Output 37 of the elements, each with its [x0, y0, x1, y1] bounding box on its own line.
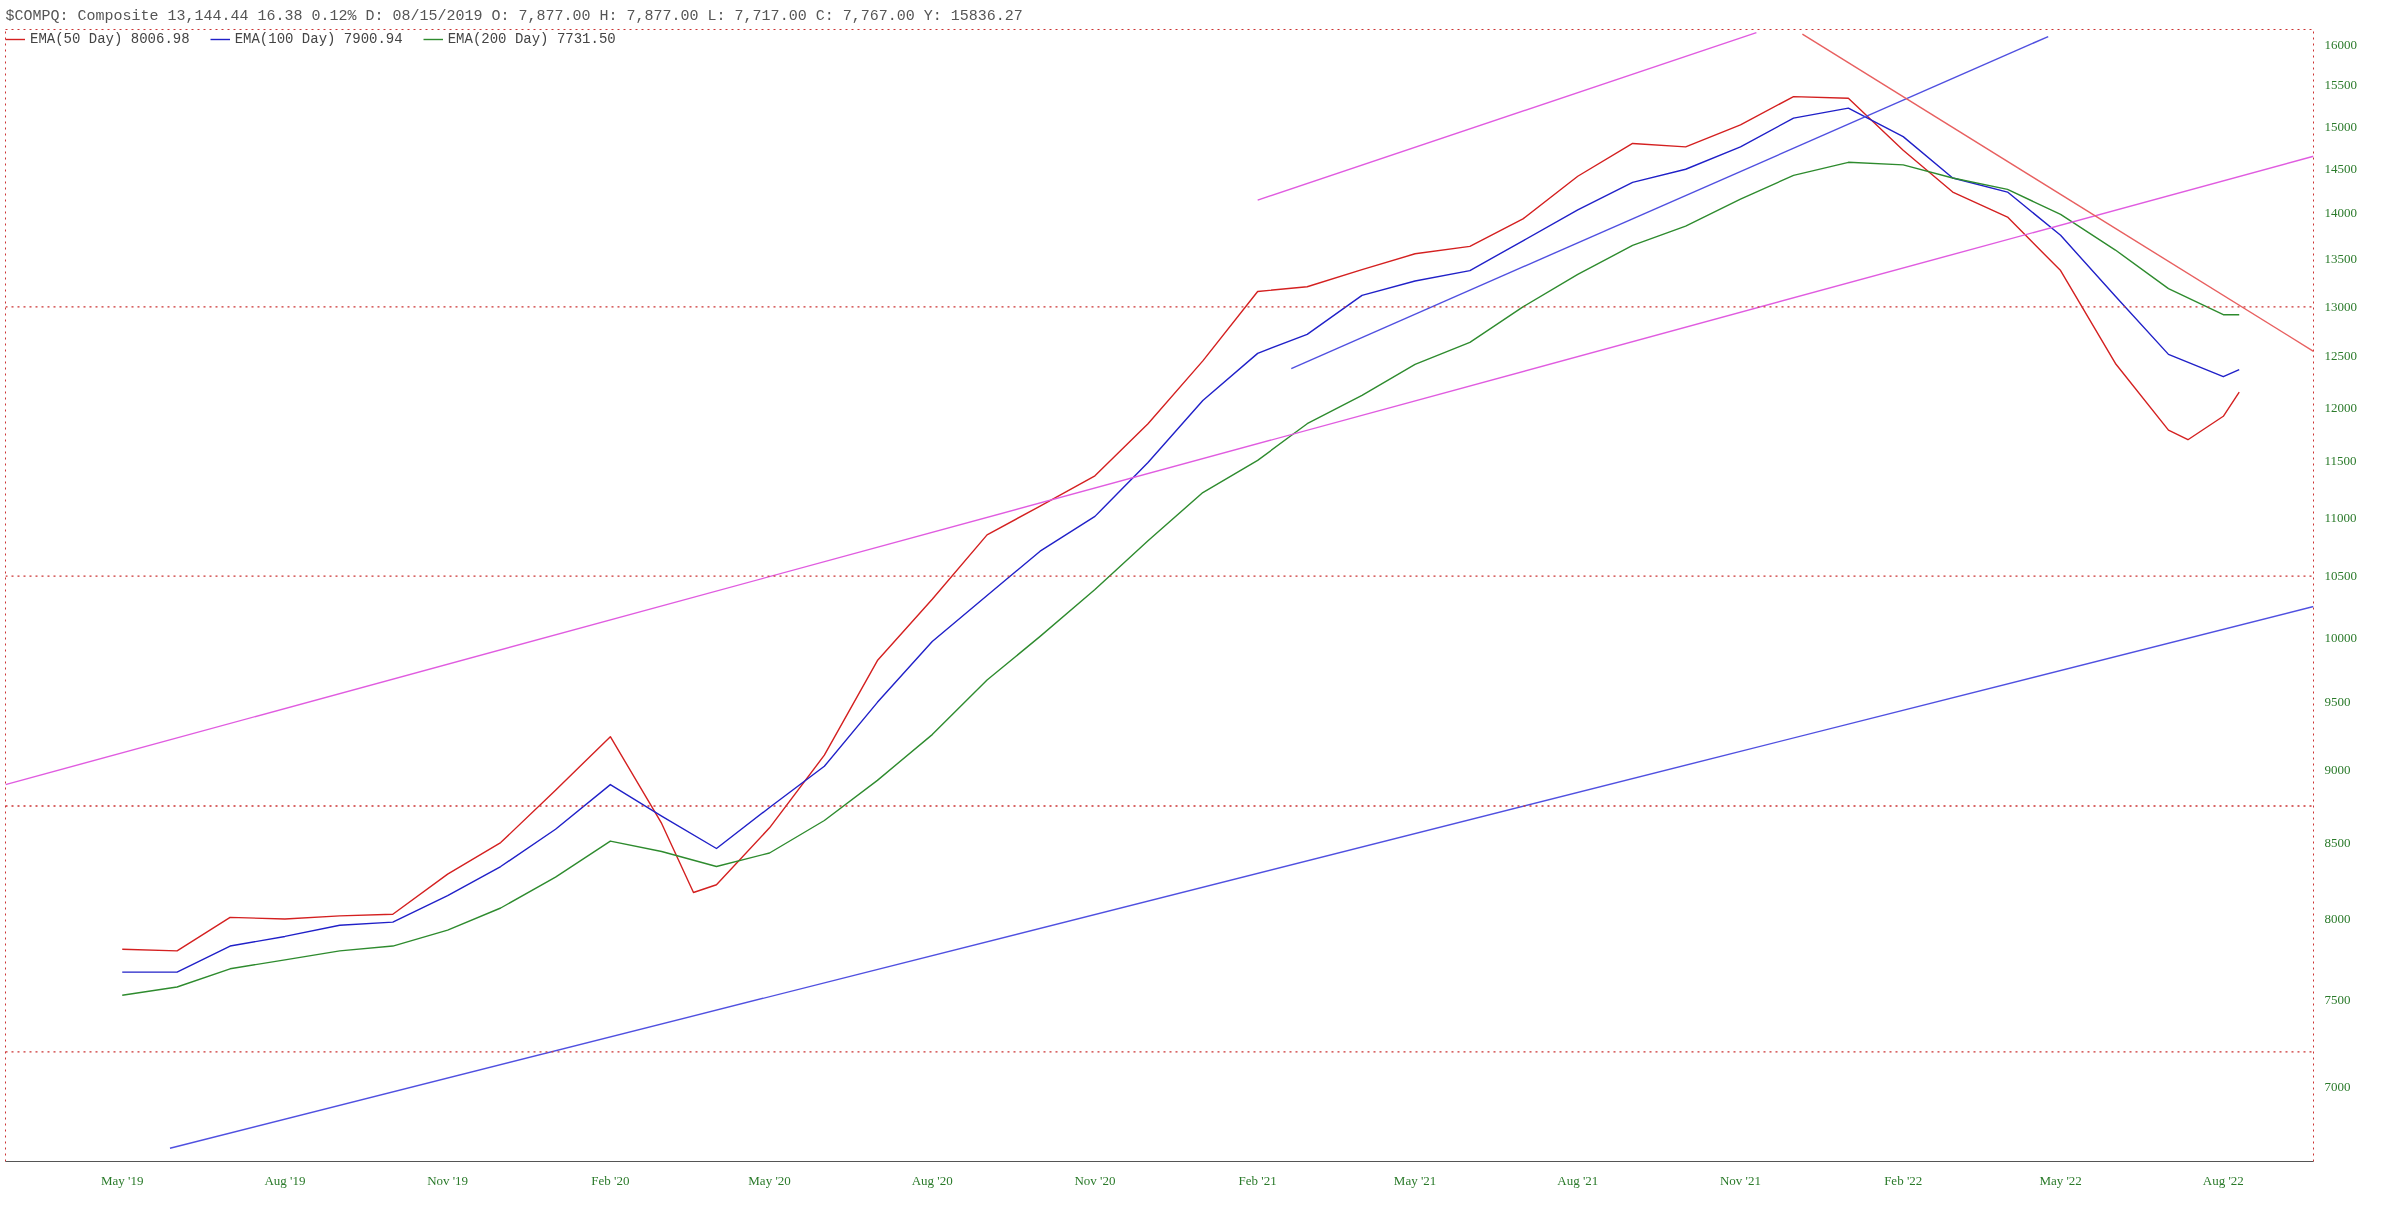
- y-tick-label: 13500: [2324, 251, 2357, 267]
- y-tick-label: 9000: [2324, 762, 2351, 778]
- y-tick-label: 7500: [2324, 992, 2351, 1008]
- x-tick-label: May '21: [1393, 1172, 1437, 1188]
- y-tick-label: 12000: [2324, 399, 2357, 415]
- y-tick-label: 15500: [2324, 77, 2357, 93]
- x-tick-label: Aug '21: [1557, 1172, 1599, 1188]
- legend-label: EMA(50 Day) 8006.98: [30, 31, 190, 47]
- y-tick-label: 11500: [2324, 453, 2357, 469]
- y-tick-label: 14500: [2324, 161, 2357, 177]
- x-tick-label: Aug '22: [2202, 1172, 2244, 1188]
- chart-title: $COMPQ: Composite 13,144.44 16.38 0.12% D: 08/15/2019 O: 7,877.00 H: 7,877.00 L: 7,717.00 C: 7,767.00 Y: 15836.27: [5, 7, 1023, 25]
- x-tick-label: Aug '20: [911, 1172, 953, 1188]
- legend-label: EMA(200 Day) 7731.50: [447, 31, 616, 47]
- y-tick-label: 16000: [2324, 37, 2357, 53]
- x-tick-label: Feb '20: [591, 1172, 630, 1188]
- y-tick-label: 10500: [2324, 568, 2357, 584]
- x-tick-label: Feb '22: [1884, 1172, 1923, 1188]
- y-tick-label: 10000: [2324, 629, 2357, 645]
- y-tick-label: 15000: [2324, 118, 2357, 134]
- y-tick-label: 8500: [2324, 834, 2351, 850]
- x-tick-label: Aug '19: [264, 1172, 306, 1188]
- x-tick-label: Nov '20: [1074, 1172, 1116, 1188]
- x-tick-label: May '22: [2039, 1172, 2082, 1188]
- y-tick-label: 12500: [2324, 348, 2357, 364]
- y-tick-label: 14000: [2324, 205, 2357, 221]
- legend-label: EMA(100 Day) 7900.94: [234, 31, 403, 47]
- x-tick-label: Nov '19: [427, 1172, 469, 1188]
- y-tick-label: 9500: [2324, 694, 2351, 710]
- y-tick-label: 11000: [2324, 509, 2357, 525]
- x-tick-label: May '19: [101, 1172, 144, 1188]
- x-tick-label: May '20: [748, 1172, 791, 1188]
- y-tick-label: 13000: [2324, 298, 2357, 314]
- x-tick-label: Feb '21: [1238, 1172, 1277, 1188]
- x-tick-label: Nov '21: [1719, 1172, 1761, 1188]
- y-tick-label: 7000: [2324, 1079, 2351, 1095]
- y-tick-label: 8000: [2324, 910, 2351, 926]
